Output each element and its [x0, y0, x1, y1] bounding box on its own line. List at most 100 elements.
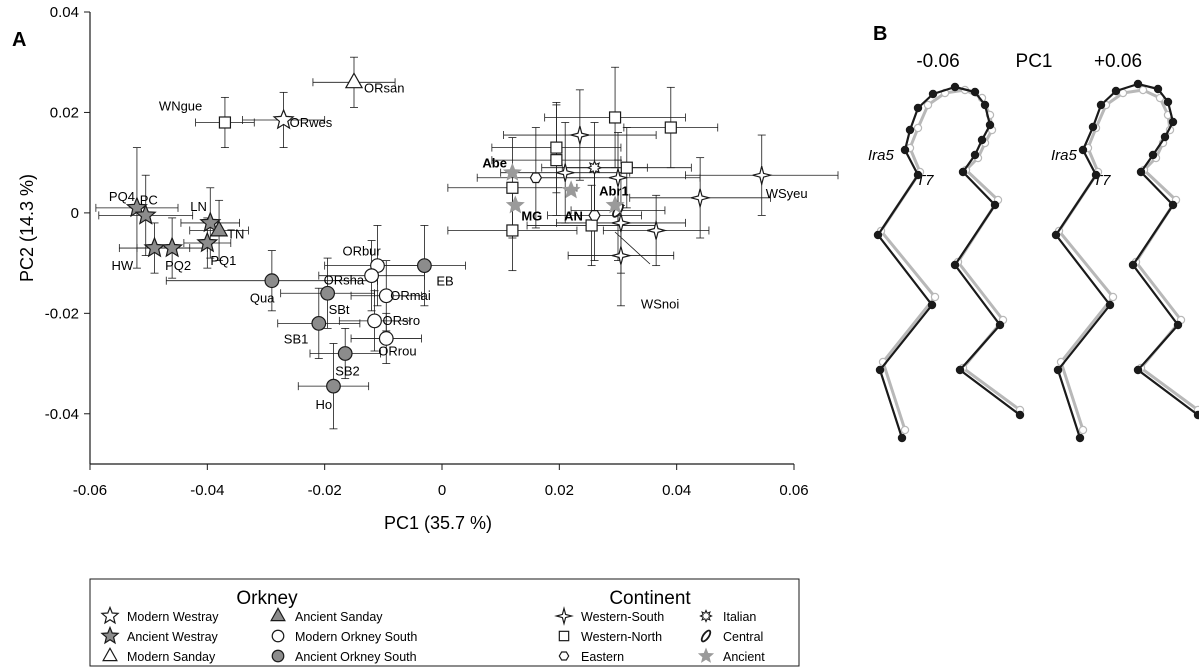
x-tick-label: -0.02 [308, 482, 342, 499]
point-label-hw: HW [112, 258, 134, 273]
point-label-mg: MG [521, 208, 542, 223]
x-tick-label: 0.06 [779, 482, 808, 499]
legend-symbol-modern-westray [100, 605, 120, 625]
marker-ancient-westray-pq1 [196, 231, 219, 253]
legend-symbol-italian [699, 609, 713, 623]
marker-ancient-orkney-south-sb2 [337, 346, 353, 361]
point-label-orwes: ORwes [290, 115, 333, 130]
x-ticks: -0.06 -0.04 -0.02 0 0.02 0.04 0.06 [73, 464, 809, 499]
marker-ancient-orkney-south-eb [417, 258, 432, 274]
point-label-sbt: SBt [329, 302, 350, 317]
point-label-orrou: ORrou [378, 343, 416, 358]
x-tick-label: -0.04 [190, 482, 224, 499]
legend-symbol-ancient-orkney-south [271, 649, 285, 663]
marker-western-north [550, 154, 563, 167]
legend-symbol-modern-orkney-south [271, 629, 285, 643]
x-axis-label: PC1 (35.7 %) [384, 513, 492, 533]
marker-western-north [506, 181, 519, 194]
shape-mean-left [876, 85, 1025, 435]
point-label-wsnoi: WSnoi [641, 297, 679, 312]
x-tick-label: 0.02 [545, 482, 574, 499]
marker-eastern [588, 210, 601, 221]
panel-b-pc-label: PC1 [1016, 51, 1053, 72]
shape-pos-pc1 [1051, 79, 1199, 443]
pca-scatter-axes: -0.06 -0.04 -0.02 0 0.02 0.04 0.06 -0.04 -0.02 0… [17, 4, 809, 533]
marker-western-south [646, 219, 668, 240]
point-label-qua: Qua [250, 291, 275, 306]
point-label-tn: TN [227, 226, 244, 241]
marker-ancient-abr1 [605, 195, 625, 214]
panel-b-ira5-label-left: Ira5 [868, 147, 895, 164]
marker-western-north [664, 121, 677, 134]
legend-label-central: Central [723, 630, 763, 644]
legend-symbol-modern-sanday [102, 647, 118, 662]
legend-symbol-central [700, 629, 712, 643]
panel-b-ira5-label-right: Ira5 [1051, 147, 1078, 164]
panel-a-label: A [12, 29, 26, 51]
panel-b-pos-label: +0.06 [1094, 51, 1142, 72]
marker-western-south [568, 125, 590, 147]
wsnoi-leader-line [614, 231, 651, 265]
legend-symbol-western-south [554, 606, 574, 626]
marker-western-north [506, 224, 519, 237]
legend-label-modern-orkney-south: Modern Orkney South [295, 630, 417, 644]
x-tick-label: 0.04 [662, 482, 691, 499]
marker-western-south [556, 163, 575, 182]
y-tick-label: -0.04 [45, 406, 79, 423]
legend-label-ancient-orkney-south: Ancient Orkney South [295, 650, 417, 664]
point-labels: ORwes PQ4 PC HW PQ2 PQ1 LN ORsan TN ORbur ORsha ORm… [109, 80, 808, 412]
point-label-orsro: ORsro [383, 313, 421, 328]
marker-western-south-wsnoi [611, 244, 633, 265]
marker-modern-orkney-south-orrou [378, 331, 394, 346]
point-label-orsha: ORsha [324, 273, 365, 288]
legend-label-ancient-westray: Ancient Westray [127, 630, 219, 644]
marker-modern-orkney-south-ormai [378, 288, 394, 304]
marker-modern-orkney-south-orsro [367, 313, 382, 329]
y-ticks: -0.04 -0.02 0 0.02 0.04 [45, 4, 90, 423]
legend: Orkney Continent Modern Westray Ancient W… [89, 578, 800, 667]
legend-label-modern-westray: Modern Westray [127, 610, 219, 624]
legend-symbol-western-north [558, 630, 570, 642]
marker-western-south [608, 168, 628, 187]
marker-western-south [611, 213, 633, 235]
legend-symbol-ancient-westray [100, 625, 120, 645]
point-label-ormai: ORmai [390, 288, 431, 303]
legend-label-italian: Italian [723, 610, 756, 624]
marker-ancient-orkney-south-sbt [320, 285, 336, 301]
marker-western-north [608, 111, 622, 124]
marker-ancient-mg [505, 195, 525, 214]
panel-b-label: B [873, 23, 887, 45]
x-tick-label: -0.06 [73, 482, 107, 499]
legend-label-eastern: Eastern [581, 650, 624, 664]
marker-ancient-orkney-south-sb1 [311, 315, 327, 331]
legend-symbol-ancient-sanday [270, 607, 286, 622]
point-label-orsan: ORsan [364, 80, 404, 95]
legend-symbol-ancient [697, 647, 715, 663]
marker-western-north-wngue [218, 116, 232, 129]
point-label-sb1: SB1 [284, 331, 309, 346]
legend-items: Modern Westray Ancient Westray Modern Sand… [100, 605, 765, 664]
marker-western-south [690, 188, 712, 210]
legend-orkney-title: Orkney [236, 588, 298, 609]
marker-ancient-westray-pq2 [161, 236, 184, 258]
legend-label-modern-sanday: Modern Sanday [127, 650, 216, 664]
panel-b-neg-label: -0.06 [916, 51, 959, 72]
point-label-eb: EB [436, 274, 453, 289]
panel-b-shapes [873, 79, 1199, 443]
marker-ancient-sanday-tn [209, 220, 229, 237]
marker-modern-sanday-orsan [344, 72, 364, 89]
point-label-abr1: Abr1 [599, 183, 629, 198]
point-label-ln: LN [190, 199, 207, 214]
marker-ancient-orkney-south-qua [264, 273, 280, 289]
legend-box [89, 578, 800, 667]
marker-ancient-abe [502, 162, 522, 181]
marker-ancient-westray-pc [134, 203, 157, 225]
marker-western-north [550, 141, 563, 154]
x-tick-label: 0 [438, 482, 446, 499]
marker-modern-westray-orwes [272, 108, 295, 130]
shape-neg-pc1 [873, 82, 1025, 443]
point-label-wngue: WNgue [159, 98, 202, 113]
marker-ancient-an [561, 180, 581, 199]
legend-label-western-north: Western-North [581, 630, 662, 644]
